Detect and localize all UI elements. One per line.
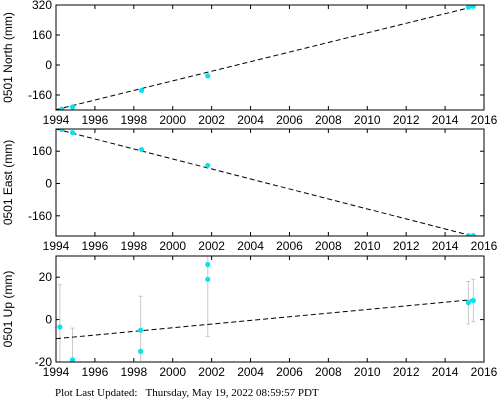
y-tick-label-north-0: 0 (45, 58, 52, 72)
x-tick-label-north-2016: 2016 (471, 113, 498, 127)
y-tick-label-east-160: 160 (32, 144, 52, 158)
x-tick-label-north-2008: 2008 (315, 113, 342, 127)
x-tick-label-east-2012: 2012 (393, 239, 420, 253)
data-point-east-3 (205, 162, 211, 168)
x-tick-label-east-1994: 1994 (43, 239, 70, 253)
data-point-north-5 (470, 5, 476, 9)
x-tick-label-east-2006: 2006 (276, 239, 303, 253)
x-tick-label-up-2014: 2014 (432, 365, 459, 379)
x-tick-label-east-2016: 2016 (471, 239, 498, 253)
y-axis-label-east: 0501 East (mm) (1, 140, 15, 225)
x-tick-label-north-2010: 2010 (354, 113, 381, 127)
plot-frame-east (55, 128, 485, 237)
y-axis-label-north: 0501 North (mm) (1, 12, 15, 103)
x-tick-label-north-2006: 2006 (276, 113, 303, 127)
x-tick-label-north-2012: 2012 (393, 113, 420, 127)
x-tick-label-up-1998: 1998 (120, 365, 147, 379)
x-tick-label-north-2004: 2004 (237, 113, 264, 127)
x-tick-label-up-2008: 2008 (315, 365, 342, 379)
data-point-north-3 (205, 73, 211, 79)
data-point-up-4 (205, 276, 211, 282)
trend-line-up (56, 298, 475, 340)
x-tick-label-up-2002: 2002 (198, 365, 225, 379)
x-tick-label-east-2004: 2004 (237, 239, 264, 253)
data-point-east-5 (470, 232, 476, 236)
plot-frame-up (55, 255, 485, 363)
data-point-north-1 (69, 104, 76, 110)
x-tick-label-east-1998: 1998 (120, 239, 147, 253)
x-tick-label-up-1994: 1994 (43, 365, 70, 379)
y-tick-label-east--160: -160 (28, 209, 52, 223)
plot-area-up (56, 256, 476, 362)
plot-last-updated: Plot Last Updated: Thursday, May 19, 202… (55, 387, 319, 399)
x-tick-label-up-2012: 2012 (393, 365, 420, 379)
x-tick-label-up-2010: 2010 (354, 365, 381, 379)
data-point-north-0 (59, 106, 65, 110)
y-tick-label-up-20: 20 (39, 270, 53, 284)
x-tick-label-up-2016: 2016 (471, 365, 498, 379)
data-point-up-7 (470, 297, 476, 304)
y-axis-label-up: 0501 Up (mm) (1, 271, 15, 348)
data-point-east-0 (59, 129, 65, 133)
x-tick-label-east-1996: 1996 (82, 239, 109, 253)
data-point-up-6 (465, 300, 472, 306)
x-tick-label-north-2000: 2000 (159, 113, 186, 127)
data-point-east-1 (69, 130, 76, 136)
x-tick-label-east-2002: 2002 (198, 239, 225, 253)
x-tick-label-up-1996: 1996 (82, 365, 109, 379)
y-tick-label-east-0: 0 (45, 177, 52, 191)
data-point-up-0 (57, 324, 63, 330)
x-tick-label-north-1998: 1998 (120, 113, 147, 127)
y-tick-label-north-320: 320 (32, 0, 52, 12)
x-tick-label-up-2006: 2006 (276, 365, 303, 379)
chart-up: 1994 1996 1998 2000 2002 2004 2006 2008 2010 2012… (1, 255, 498, 379)
data-point-east-4 (465, 232, 472, 236)
x-tick-label-north-1996: 1996 (82, 113, 109, 127)
chart-north: 1994 1996 1998 2000 2002 2004 2006 2008 2010 2012… (1, 0, 498, 127)
x-tick-label-east-2008: 2008 (315, 239, 342, 253)
x-tick-label-up-2000: 2000 (159, 365, 186, 379)
data-point-east-2 (139, 146, 145, 153)
y-tick-label-north-160: 160 (32, 28, 52, 42)
chart-east: 1994 1996 1998 2000 2002 2004 2006 2008 2010 2012… (1, 128, 498, 253)
data-point-up-2 (138, 327, 144, 333)
data-point-up-3 (138, 348, 144, 354)
x-tick-label-up-2004: 2004 (237, 365, 264, 379)
data-point-north-2 (139, 87, 145, 94)
x-tick-label-north-2014: 2014 (432, 113, 459, 127)
x-tick-label-north-1994: 1994 (43, 113, 70, 127)
data-point-north-4 (465, 5, 472, 10)
data-point-up-1 (69, 357, 76, 362)
x-tick-label-north-2002: 2002 (198, 113, 225, 127)
plot-frame-north (55, 4, 485, 111)
x-tick-label-east-2000: 2000 (159, 239, 186, 253)
x-tick-label-east-2014: 2014 (432, 239, 459, 253)
data-point-up-5 (205, 261, 211, 268)
trend-line-north (56, 6, 475, 110)
y-tick-label-north--160: -160 (28, 88, 52, 102)
y-tick-label-up-0: 0 (45, 313, 52, 327)
plot-area-east (56, 129, 476, 236)
y-tick-label-up--20: -20 (35, 355, 53, 369)
x-tick-label-east-2010: 2010 (354, 239, 381, 253)
plot-area-north (56, 5, 476, 110)
trend-line-east (56, 129, 475, 236)
